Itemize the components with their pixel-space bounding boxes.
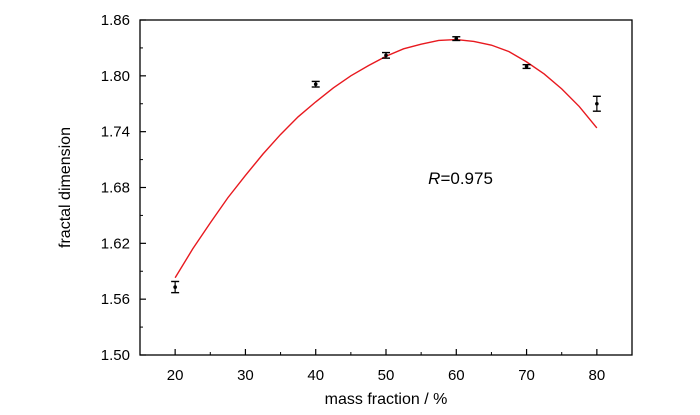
point-marker — [454, 36, 459, 41]
data-point-20 — [171, 280, 180, 294]
x-tick-label-40: 40 — [307, 367, 324, 384]
y-tick-label-1.86: 1.86 — [101, 12, 130, 29]
fit-curve — [174, 38, 598, 279]
r-symbol: R — [428, 169, 440, 188]
point-marker — [595, 101, 599, 106]
y-tick-label-1.62: 1.62 — [101, 235, 130, 252]
plot-area — [139, 19, 633, 356]
x-tick-label-80: 80 — [589, 367, 606, 384]
data-point-70 — [522, 63, 531, 70]
data-point-80 — [592, 95, 601, 112]
data-marks — [171, 36, 601, 294]
data-point-40 — [311, 80, 320, 88]
point-marker — [384, 53, 388, 58]
x-tick-label-50: 50 — [378, 367, 395, 384]
y-axis-title: fractal dimension — [57, 127, 74, 248]
data-point-50 — [382, 51, 390, 59]
y-tick-label-1.74: 1.74 — [101, 124, 130, 141]
y-tick-label-1.80: 1.80 — [101, 68, 130, 85]
x-tick-label-30: 30 — [237, 367, 254, 384]
point-marker — [173, 285, 177, 289]
point-marker — [524, 64, 529, 69]
r-value: =0.975 — [440, 169, 492, 188]
x-tick-label-70: 70 — [518, 367, 535, 384]
y-tick-label-1.68: 1.68 — [101, 180, 130, 197]
point-marker — [313, 82, 318, 87]
data-point-60 — [452, 36, 461, 42]
axes: 20 30 40 50 60 70 80 1.50 1.56 1.62 1.68 1.74 1.80 1.… — [101, 12, 605, 384]
x-tick-label-20: 20 — [167, 367, 184, 384]
x-axis-title: mass fraction / % — [325, 391, 448, 408]
x-tick-label-60: 60 — [448, 367, 465, 384]
y-tick-label-1.50: 1.50 — [101, 347, 130, 364]
r-value-annotation: R=0.975 — [428, 169, 493, 188]
plot-frame — [139, 19, 633, 356]
y-tick-label-1.56: 1.56 — [101, 291, 130, 308]
